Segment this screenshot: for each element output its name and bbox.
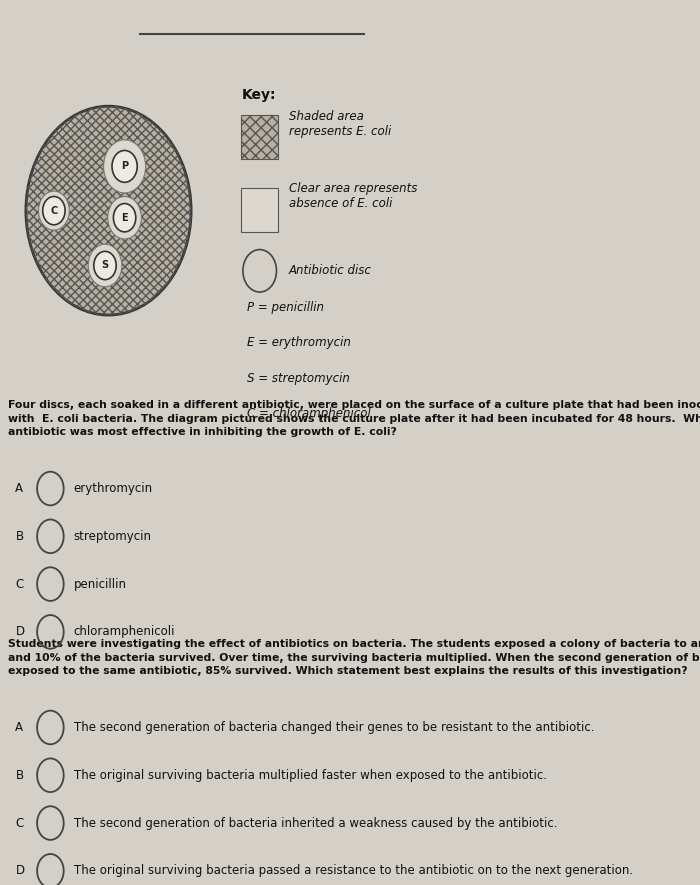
Text: streptomycin: streptomycin (74, 530, 151, 543)
Text: S = streptomycin: S = streptomycin (247, 372, 350, 385)
Text: The original surviving bacteria multiplied faster when exposed to the antibiotic: The original surviving bacteria multipli… (74, 769, 547, 781)
Text: B: B (15, 530, 24, 543)
Text: A: A (15, 482, 23, 495)
Text: Clear area represents
absence of E. coli: Clear area represents absence of E. coli (289, 182, 417, 211)
Text: E: E (121, 212, 128, 223)
Circle shape (26, 106, 191, 315)
Circle shape (104, 140, 146, 193)
Circle shape (112, 150, 137, 182)
Text: P = penicillin: P = penicillin (247, 301, 324, 314)
Text: Students were investigating the effect of antibiotics on bacteria. The students : Students were investigating the effect o… (8, 639, 700, 676)
Text: C: C (15, 817, 24, 829)
Text: penicillin: penicillin (74, 578, 127, 590)
Text: D: D (15, 865, 24, 877)
Text: Shaded area
represents E. coli: Shaded area represents E. coli (289, 110, 391, 138)
Bar (241, 188, 278, 232)
Text: B: B (15, 769, 24, 781)
Text: A: A (15, 721, 23, 734)
Bar (241, 115, 278, 159)
Circle shape (94, 251, 116, 280)
Text: C = chloramphenicol: C = chloramphenicol (247, 407, 371, 420)
Circle shape (38, 191, 69, 230)
Text: The second generation of bacteria changed their genes to be resistant to the ant: The second generation of bacteria change… (74, 721, 594, 734)
Text: Key:: Key: (241, 88, 276, 103)
Circle shape (43, 196, 65, 225)
Text: D: D (15, 626, 24, 638)
Text: Antibiotic disc: Antibiotic disc (289, 265, 372, 277)
Text: erythromycin: erythromycin (74, 482, 153, 495)
Text: chloramphenicoli: chloramphenicoli (74, 626, 175, 638)
Text: P: P (121, 161, 128, 172)
Text: C: C (50, 205, 57, 216)
Text: C: C (15, 578, 24, 590)
Text: Four discs, each soaked in a different antibiotic, were placed on the surface of: Four discs, each soaked in a different a… (8, 400, 700, 437)
Circle shape (88, 244, 122, 287)
Circle shape (108, 196, 141, 239)
Text: S: S (102, 260, 108, 271)
Circle shape (113, 204, 136, 232)
Text: The original surviving bacteria passed a resistance to the antibiotic on to the : The original surviving bacteria passed a… (74, 865, 633, 877)
Text: E = erythromycin: E = erythromycin (247, 336, 351, 350)
Text: The second generation of bacteria inherited a weakness caused by the antibiotic.: The second generation of bacteria inheri… (74, 817, 557, 829)
